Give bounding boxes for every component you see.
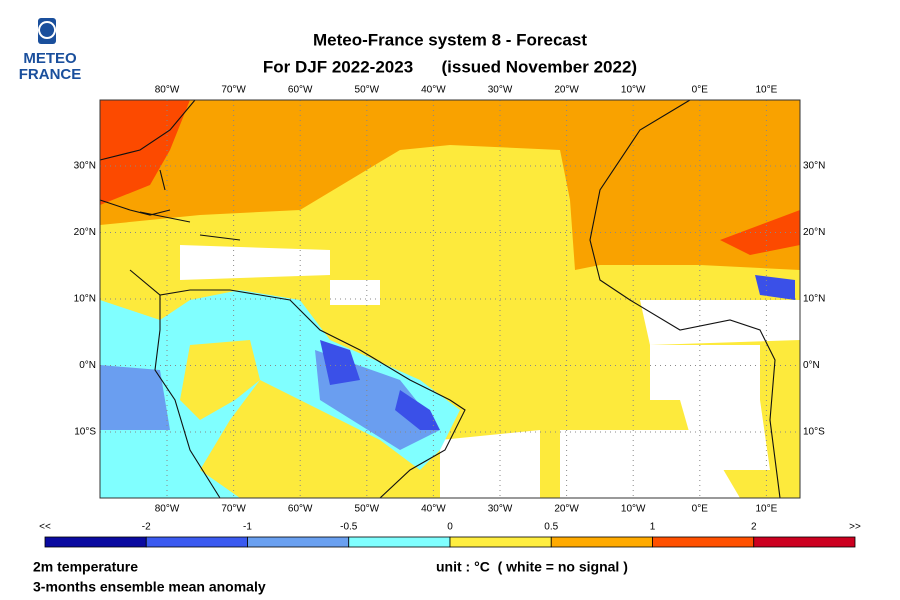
lon-label: 70°W: [221, 85, 246, 96]
lon-label: 80°W: [155, 85, 180, 96]
lon-label: 0°E: [692, 504, 709, 515]
anomaly-field: [100, 365, 170, 430]
colorbar-label: -2: [142, 522, 151, 533]
colorbar-segment: [145, 536, 248, 548]
lon-label: 60°W: [288, 504, 313, 515]
title: Meteo-France system 8 - Forecast: [313, 30, 587, 49]
lon-label: 10°E: [756, 504, 778, 515]
lon-label: 20°W: [554, 85, 579, 96]
lon-label: 20°W: [554, 504, 579, 515]
colorbar-label: 0: [447, 522, 453, 533]
lon-label: 50°W: [355, 504, 380, 515]
logo-text: METEO: [23, 50, 77, 67]
anomaly-field: [180, 340, 260, 420]
lat-label: 20°N: [74, 227, 96, 238]
logo-mark: [38, 21, 56, 39]
lon-label: 50°W: [355, 85, 380, 96]
colorbar-segment: [652, 536, 755, 548]
colorbar-label: -0.5: [340, 522, 358, 533]
anomaly-field: [100, 100, 800, 270]
anomaly-field: [100, 100, 190, 205]
description: 3-months ensemble mean anomaly: [33, 579, 266, 595]
colorbar-label: 2: [751, 522, 757, 533]
colorbar-segment: [247, 536, 350, 548]
lat-label: 30°N: [74, 161, 96, 172]
colorbar-segment: [44, 536, 147, 548]
colorbar-label: >>: [849, 522, 861, 533]
lon-label: 60°W: [288, 85, 313, 96]
map: [99, 99, 801, 499]
lat-label: 20°N: [803, 227, 825, 238]
colorbar-segment: [550, 536, 653, 548]
lon-label: 30°W: [488, 504, 513, 515]
lat-label: 0°N: [79, 360, 96, 371]
coastline: [99, 99, 781, 499]
lat-label: 10°N: [803, 294, 825, 305]
variable: 2m temperature: [33, 559, 138, 575]
lon-label: 40°W: [421, 504, 446, 515]
lat-label: 0°N: [803, 360, 820, 371]
lat-label: 10°N: [74, 294, 96, 305]
colorbar-label: 1: [650, 522, 656, 533]
logo-text: FRANCE: [19, 66, 82, 83]
lon-label: 10°W: [621, 504, 646, 515]
colorbar-segment: [449, 536, 552, 548]
colorbar-label: <<: [39, 522, 51, 533]
subtitle: For DJF 2022-2023 (issued November 2022): [263, 57, 637, 76]
anomaly-field: [320, 275, 795, 430]
unit-note: unit : °C ( white = no signal ): [436, 559, 628, 575]
lon-label: 30°W: [488, 85, 513, 96]
anomaly-field: [100, 290, 460, 498]
lat-label: 30°N: [803, 161, 825, 172]
lon-label: 40°W: [421, 85, 446, 96]
colorbar-label: -1: [243, 522, 252, 533]
lon-label: 10°W: [621, 85, 646, 96]
colorbar-segment: [348, 536, 451, 548]
lon-label: 80°W: [155, 504, 180, 515]
lat-label: 10°S: [74, 427, 96, 438]
colorbar-label: 0.5: [544, 522, 558, 533]
lon-label: 70°W: [221, 504, 246, 515]
colorbar-segment: [753, 536, 856, 548]
lat-label: 10°S: [803, 427, 825, 438]
map-frame: [99, 99, 801, 499]
lon-label: 10°E: [756, 85, 778, 96]
lon-label: 0°E: [692, 85, 709, 96]
